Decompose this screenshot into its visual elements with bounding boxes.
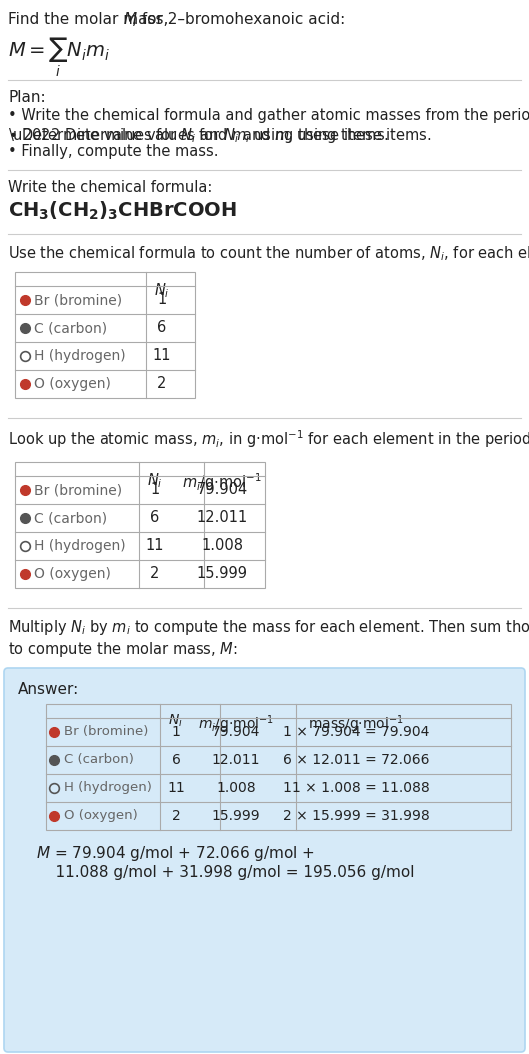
Text: Plan:: Plan: [8, 90, 45, 105]
Text: 11 × 1.008 = 11.088: 11 × 1.008 = 11.088 [282, 781, 430, 795]
Text: Write the chemical formula:: Write the chemical formula: [8, 180, 212, 195]
Text: 12.011: 12.011 [196, 510, 248, 526]
Text: C (carbon): C (carbon) [64, 754, 134, 766]
Bar [15, 462, 265, 588]
Text: $N_i$: $N_i$ [168, 713, 184, 729]
Text: $m_i$/g$\cdot$mol$^{-1}$: $m_i$/g$\cdot$mol$^{-1}$ [182, 471, 262, 492]
Text: Answer:: Answer: [18, 682, 79, 697]
Text: 2 × 15.999 = 31.998: 2 × 15.999 = 31.998 [282, 809, 430, 823]
Text: M: M [124, 12, 137, 27]
Text: 12.011: 12.011 [212, 753, 260, 767]
Text: mass/g$\cdot$mol$^{-1}$: mass/g$\cdot$mol$^{-1}$ [308, 713, 404, 735]
Text: 2: 2 [171, 809, 180, 823]
Text: 6: 6 [171, 753, 180, 767]
Text: O (oxygen): O (oxygen) [64, 809, 138, 822]
Text: 2: 2 [157, 376, 167, 391]
Text: 2: 2 [150, 566, 160, 582]
Text: 1.008: 1.008 [216, 781, 256, 795]
Text: • Write the chemical formula and gather atomic masses from the periodic table.: • Write the chemical formula and gather … [8, 108, 529, 123]
Text: O (oxygen): O (oxygen) [34, 567, 111, 581]
Text: 79.904: 79.904 [212, 725, 260, 739]
Text: Find the molar mass,: Find the molar mass, [8, 12, 174, 27]
Text: $M = \sum_i N_i m_i$: $M = \sum_i N_i m_i$ [8, 36, 110, 79]
Text: C (carbon): C (carbon) [34, 321, 107, 335]
Text: $M$ = 79.904 g/mol + 72.066 g/mol +
    11.088 g/mol + 31.998 g/mol = 195.056 g/: $M$ = 79.904 g/mol + 72.066 g/mol + 11.0… [36, 844, 415, 880]
Text: 1: 1 [157, 293, 167, 308]
Text: Br (bromine): Br (bromine) [34, 483, 122, 497]
Text: 1: 1 [150, 483, 160, 497]
Text: H (hydrogen): H (hydrogen) [34, 349, 125, 363]
Text: 11: 11 [153, 349, 171, 364]
Text: • Determine values for $N_i$ and $m_i$ using these items.: • Determine values for $N_i$ and $m_i$ u… [8, 126, 389, 145]
Text: H (hydrogen): H (hydrogen) [34, 539, 125, 553]
Text: O (oxygen): O (oxygen) [34, 377, 111, 391]
Text: 11: 11 [167, 781, 185, 795]
Text: 15.999: 15.999 [196, 566, 248, 582]
Text: C (carbon): C (carbon) [34, 511, 107, 525]
Text: 1: 1 [171, 725, 180, 739]
Text: $\mathbf{CH_3(CH_2)_3CHBrCOOH}$: $\mathbf{CH_3(CH_2)_3CHBrCOOH}$ [8, 200, 237, 222]
Text: 15.999: 15.999 [212, 809, 260, 823]
Text: 6: 6 [150, 510, 160, 526]
Text: Use the chemical formula to count the number of atoms, $N_i$, for each element:: Use the chemical formula to count the nu… [8, 243, 529, 262]
Text: Multiply $N_i$ by $m_i$ to compute the mass for each element. Then sum those val: Multiply $N_i$ by $m_i$ to compute the m… [8, 618, 529, 659]
Text: Look up the atomic mass, $m_i$, in g·mol$^{-1}$ for each element in the periodic: Look up the atomic mass, $m_i$, in g·mol… [8, 428, 529, 450]
Bar [15, 272, 195, 398]
FancyBboxPatch shape [4, 668, 525, 1052]
Text: 1 × 79.904 = 79.904: 1 × 79.904 = 79.904 [283, 725, 429, 739]
Text: 79.904: 79.904 [196, 483, 248, 497]
Text: $N_i$: $N_i$ [154, 281, 170, 299]
Text: 6 × 12.011 = 72.066: 6 × 12.011 = 72.066 [282, 753, 429, 767]
Text: H (hydrogen): H (hydrogen) [64, 781, 152, 795]
Text: 6: 6 [157, 320, 167, 335]
Text: Br (bromine): Br (bromine) [64, 725, 148, 739]
Text: $m_i$/g$\cdot$mol$^{-1}$: $m_i$/g$\cdot$mol$^{-1}$ [198, 713, 274, 735]
Text: Br (bromine): Br (bromine) [34, 293, 122, 307]
Text: • Finally, compute the mass.: • Finally, compute the mass. [8, 144, 218, 159]
Text: $N_i$: $N_i$ [147, 471, 163, 490]
Bar [46, 704, 511, 829]
Text: \u2022 Determine values for $N_i$ and $m_i$ using these items.: \u2022 Determine values for $N_i$ and $m… [8, 126, 432, 145]
Text: 11: 11 [146, 539, 164, 553]
Text: , for 2–bromohexanoic acid:: , for 2–bromohexanoic acid: [132, 12, 345, 27]
Text: 1.008: 1.008 [201, 539, 243, 553]
